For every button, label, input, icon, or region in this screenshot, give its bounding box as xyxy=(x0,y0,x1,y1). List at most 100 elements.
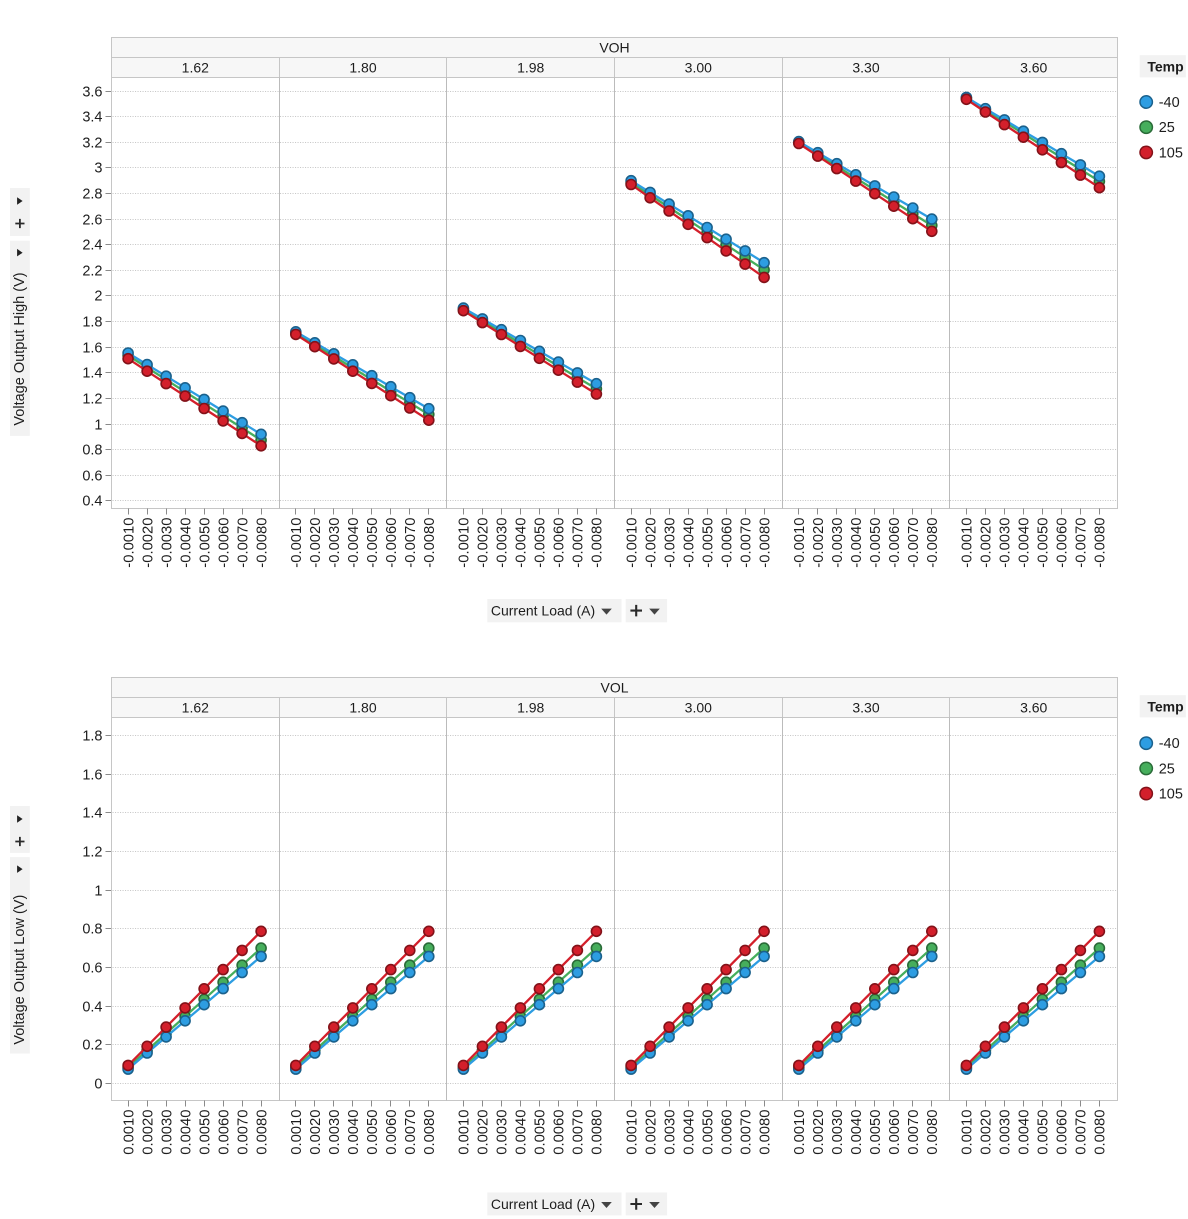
svg-text:-0.0050: -0.0050 xyxy=(365,518,381,568)
svg-text:1.6: 1.6 xyxy=(82,341,102,357)
svg-text:0.0080: 0.0080 xyxy=(422,1110,438,1155)
svg-text:0.0060: 0.0060 xyxy=(719,1110,735,1155)
svg-text:0.0010: 0.0010 xyxy=(792,1110,808,1155)
svg-text:0.0020: 0.0020 xyxy=(811,1110,827,1155)
svg-text:0.0030: 0.0030 xyxy=(830,1110,846,1155)
svg-text:-0.0060: -0.0060 xyxy=(216,518,232,568)
svg-text:3.60: 3.60 xyxy=(1020,700,1047,716)
svg-text:2.6: 2.6 xyxy=(82,213,102,229)
svg-text:0.0020: 0.0020 xyxy=(140,1110,156,1155)
svg-text:0.0010: 0.0010 xyxy=(121,1110,137,1155)
svg-text:2: 2 xyxy=(94,289,102,305)
svg-text:0.0040: 0.0040 xyxy=(514,1110,530,1155)
svg-text:-0.0020: -0.0020 xyxy=(979,518,995,568)
svg-text:0.0040: 0.0040 xyxy=(849,1110,865,1155)
svg-text:0.0060: 0.0060 xyxy=(216,1110,232,1155)
svg-text:-0.0080: -0.0080 xyxy=(422,518,438,568)
svg-text:1.4: 1.4 xyxy=(82,806,102,822)
svg-text:0.0050: 0.0050 xyxy=(365,1110,381,1155)
svg-text:0.8: 0.8 xyxy=(82,443,102,459)
svg-text:-0.0020: -0.0020 xyxy=(140,518,156,568)
svg-text:1.62: 1.62 xyxy=(182,60,209,76)
svg-text:3.00: 3.00 xyxy=(685,60,712,76)
svg-text:0.0060: 0.0060 xyxy=(1055,1110,1071,1155)
svg-text:Temp: Temp xyxy=(1147,698,1183,714)
svg-text:0.0010: 0.0010 xyxy=(457,1110,473,1155)
svg-text:1.2: 1.2 xyxy=(82,845,102,861)
svg-text:0.6: 0.6 xyxy=(82,469,102,485)
svg-text:-0.0030: -0.0030 xyxy=(662,518,678,568)
svg-text:25: 25 xyxy=(1159,120,1175,136)
svg-text:2.8: 2.8 xyxy=(82,187,102,203)
svg-text:-0.0010: -0.0010 xyxy=(457,518,473,568)
svg-text:-0.0070: -0.0070 xyxy=(571,518,587,568)
svg-text:0.6: 0.6 xyxy=(82,961,102,977)
svg-text:-0.0080: -0.0080 xyxy=(590,518,606,568)
svg-text:Voltage Output Low (V): Voltage Output Low (V) xyxy=(12,895,28,1045)
svg-text:-0.0070: -0.0070 xyxy=(906,518,922,568)
svg-text:0.0040: 0.0040 xyxy=(178,1110,194,1155)
svg-text:-40: -40 xyxy=(1159,95,1180,111)
svg-text:-0.0050: -0.0050 xyxy=(533,518,549,568)
svg-text:0.0070: 0.0070 xyxy=(738,1110,754,1155)
svg-text:-0.0030: -0.0030 xyxy=(327,518,343,568)
svg-text:0.0080: 0.0080 xyxy=(254,1110,270,1155)
svg-text:VOH: VOH xyxy=(599,40,629,56)
svg-text:0.0080: 0.0080 xyxy=(590,1110,606,1155)
svg-text:3.2: 3.2 xyxy=(82,136,102,152)
svg-text:0.0050: 0.0050 xyxy=(1036,1110,1052,1155)
svg-text:0.0070: 0.0070 xyxy=(906,1110,922,1155)
svg-text:VOL: VOL xyxy=(600,680,628,696)
svg-text:2.2: 2.2 xyxy=(82,264,102,280)
svg-text:3.60: 3.60 xyxy=(1020,60,1047,76)
svg-text:1.98: 1.98 xyxy=(517,60,544,76)
svg-text:0.0070: 0.0070 xyxy=(235,1110,251,1155)
svg-text:0.0010: 0.0010 xyxy=(624,1110,640,1155)
svg-text:-0.0030: -0.0030 xyxy=(830,518,846,568)
svg-text:-0.0010: -0.0010 xyxy=(960,518,976,568)
svg-text:-0.0070: -0.0070 xyxy=(235,518,251,568)
svg-text:-0.0070: -0.0070 xyxy=(738,518,754,568)
svg-text:0.0030: 0.0030 xyxy=(662,1110,678,1155)
svg-text:-0.0010: -0.0010 xyxy=(792,518,808,568)
svg-text:1.2: 1.2 xyxy=(82,392,102,408)
svg-text:3.00: 3.00 xyxy=(685,700,712,716)
svg-text:0.0030: 0.0030 xyxy=(998,1110,1014,1155)
svg-text:-0.0080: -0.0080 xyxy=(757,518,773,568)
svg-text:3.30: 3.30 xyxy=(852,60,879,76)
svg-text:1.62: 1.62 xyxy=(182,700,209,716)
svg-text:3.4: 3.4 xyxy=(82,110,102,126)
svg-text:-0.0060: -0.0060 xyxy=(384,518,400,568)
svg-text:1.80: 1.80 xyxy=(349,60,376,76)
svg-text:0.0060: 0.0060 xyxy=(887,1110,903,1155)
svg-text:1.98: 1.98 xyxy=(517,700,544,716)
svg-text:-0.0040: -0.0040 xyxy=(178,518,194,568)
svg-text:0: 0 xyxy=(94,1077,102,1093)
svg-text:2.4: 2.4 xyxy=(82,238,102,254)
svg-text:-0.0080: -0.0080 xyxy=(925,518,941,568)
svg-text:3: 3 xyxy=(94,161,102,177)
svg-text:0.0030: 0.0030 xyxy=(327,1110,343,1155)
svg-text:0.4: 0.4 xyxy=(82,1000,102,1016)
svg-text:105: 105 xyxy=(1159,145,1183,161)
svg-text:0.0070: 0.0070 xyxy=(571,1110,587,1155)
svg-text:0.0030: 0.0030 xyxy=(159,1110,175,1155)
svg-text:0.0080: 0.0080 xyxy=(1093,1110,1109,1155)
svg-text:-0.0040: -0.0040 xyxy=(681,518,697,568)
svg-text:0.0020: 0.0020 xyxy=(308,1110,324,1155)
svg-text:1.80: 1.80 xyxy=(349,700,376,716)
svg-text:-0.0030: -0.0030 xyxy=(495,518,511,568)
svg-text:0.0050: 0.0050 xyxy=(197,1110,213,1155)
svg-text:-0.0060: -0.0060 xyxy=(552,518,568,568)
svg-text:-0.0060: -0.0060 xyxy=(719,518,735,568)
svg-text:0.0040: 0.0040 xyxy=(1017,1110,1033,1155)
svg-text:-0.0010: -0.0010 xyxy=(289,518,305,568)
svg-text:-0.0050: -0.0050 xyxy=(700,518,716,568)
svg-text:0.0080: 0.0080 xyxy=(757,1110,773,1155)
svg-text:-0.0020: -0.0020 xyxy=(308,518,324,568)
svg-text:1: 1 xyxy=(94,418,102,434)
svg-text:1: 1 xyxy=(94,884,102,900)
svg-text:-40: -40 xyxy=(1159,736,1180,752)
svg-text:0.0020: 0.0020 xyxy=(643,1110,659,1155)
svg-text:Current Load (A): Current Load (A) xyxy=(491,603,595,619)
